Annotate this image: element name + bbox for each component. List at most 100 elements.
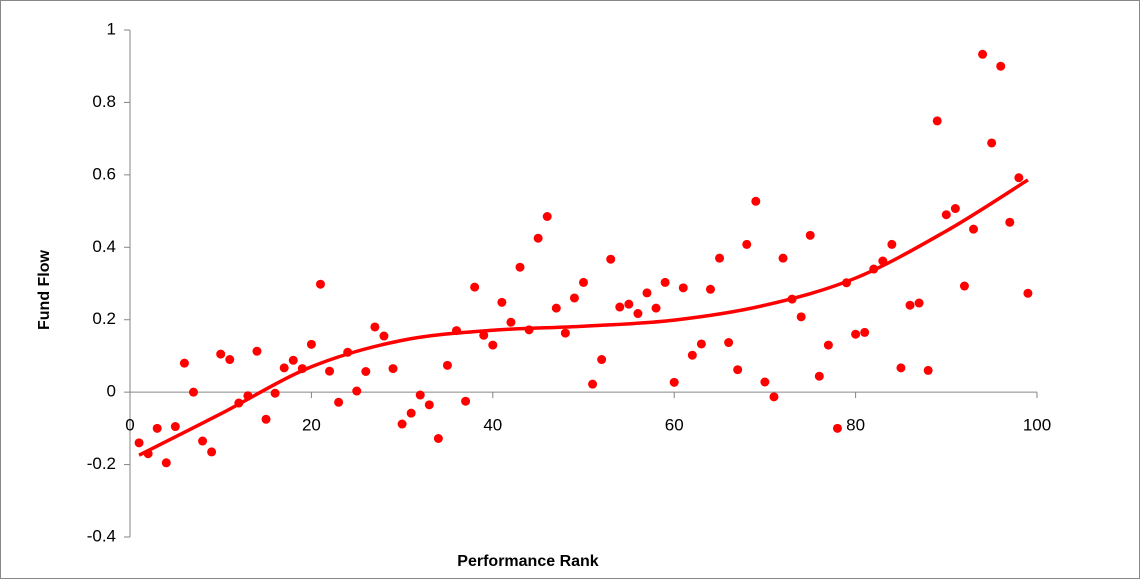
data-point <box>188 387 198 397</box>
data-point <box>560 328 570 338</box>
data-point <box>216 349 226 359</box>
data-point <box>497 297 507 307</box>
data-point <box>896 363 906 373</box>
x-tick-label: 20 <box>302 416 321 435</box>
data-point <box>705 284 715 294</box>
data-point <box>252 346 262 356</box>
data-point <box>352 386 362 396</box>
data-point <box>370 322 380 332</box>
data-point <box>978 49 988 59</box>
data-point <box>760 377 770 387</box>
trend-line <box>138 178 1029 457</box>
data-point <box>424 400 434 410</box>
data-point <box>379 331 389 341</box>
x-axis-title: Performance Rank <box>457 553 598 570</box>
data-point <box>506 317 516 327</box>
data-point <box>724 338 734 348</box>
data-point <box>733 365 743 375</box>
data-point <box>479 330 489 340</box>
data-point <box>851 329 861 339</box>
data-point <box>805 230 815 240</box>
data-point <box>542 212 552 222</box>
data-point <box>261 414 271 424</box>
data-point <box>1014 173 1024 183</box>
data-point <box>678 283 688 293</box>
data-point <box>207 447 217 457</box>
data-point <box>388 364 398 374</box>
data-point <box>932 116 942 126</box>
data-point <box>751 196 761 206</box>
data-point <box>814 371 824 381</box>
data-point <box>905 300 915 310</box>
y-tick-label: 0 <box>107 382 116 401</box>
data-point <box>225 355 235 365</box>
x-tick-label: 0 <box>125 416 134 435</box>
data-point <box>470 282 480 292</box>
data-point <box>923 365 933 375</box>
x-tick-label: 80 <box>846 416 865 435</box>
data-point <box>334 397 344 407</box>
data-point <box>406 408 416 418</box>
data-point <box>669 377 679 387</box>
data-point <box>579 277 588 287</box>
data-point <box>152 423 162 433</box>
data-point <box>742 239 752 249</box>
data-point <box>969 224 979 234</box>
y-tick-label: -0.2 <box>87 454 116 473</box>
data-point <box>1005 217 1015 227</box>
data-point <box>461 396 471 406</box>
data-point <box>597 355 607 365</box>
y-tick-label: 1 <box>107 19 116 38</box>
data-point <box>914 298 924 308</box>
data-point <box>769 392 779 402</box>
data-point <box>823 340 833 350</box>
data-point <box>279 363 289 373</box>
data-point <box>170 422 180 432</box>
data-point <box>270 388 280 398</box>
data-point <box>569 293 579 303</box>
data-point <box>134 438 144 448</box>
y-tick-label: -0.4 <box>87 526 116 545</box>
data-point <box>325 366 335 376</box>
data-point <box>950 204 960 214</box>
data-point <box>778 253 788 263</box>
data-point <box>633 309 643 319</box>
data-point <box>442 360 452 370</box>
y-axis-title: Fund Flow <box>36 249 53 330</box>
data-point <box>397 419 407 429</box>
data-point <box>887 239 897 249</box>
data-point <box>551 303 561 313</box>
x-tick-label: 40 <box>483 416 502 435</box>
data-point <box>161 458 171 468</box>
x-tick-label: 60 <box>665 416 684 435</box>
data-point <box>832 423 842 433</box>
data-point <box>288 355 298 365</box>
data-point <box>987 138 997 148</box>
data-point <box>488 340 498 350</box>
data-point <box>179 358 189 368</box>
data-point <box>660 277 670 287</box>
data-point <box>361 367 371 377</box>
data-point <box>642 288 652 298</box>
data-point <box>433 433 443 443</box>
data-point <box>533 233 543 243</box>
data-point <box>996 61 1006 71</box>
data-point <box>306 339 316 349</box>
data-point <box>796 312 806 322</box>
data-point <box>615 302 625 312</box>
x-tick-label: 100 <box>1023 416 1051 435</box>
data-point <box>315 279 325 289</box>
data-point <box>860 327 870 337</box>
data-point <box>198 436 208 446</box>
data-point <box>687 350 697 360</box>
data-point <box>588 379 598 389</box>
data-point <box>1023 288 1033 298</box>
y-tick-label: 0.8 <box>92 92 116 111</box>
data-point <box>515 262 525 272</box>
data-point <box>959 281 969 291</box>
data-point <box>941 210 951 220</box>
data-point <box>696 339 706 349</box>
data-point <box>651 303 661 313</box>
